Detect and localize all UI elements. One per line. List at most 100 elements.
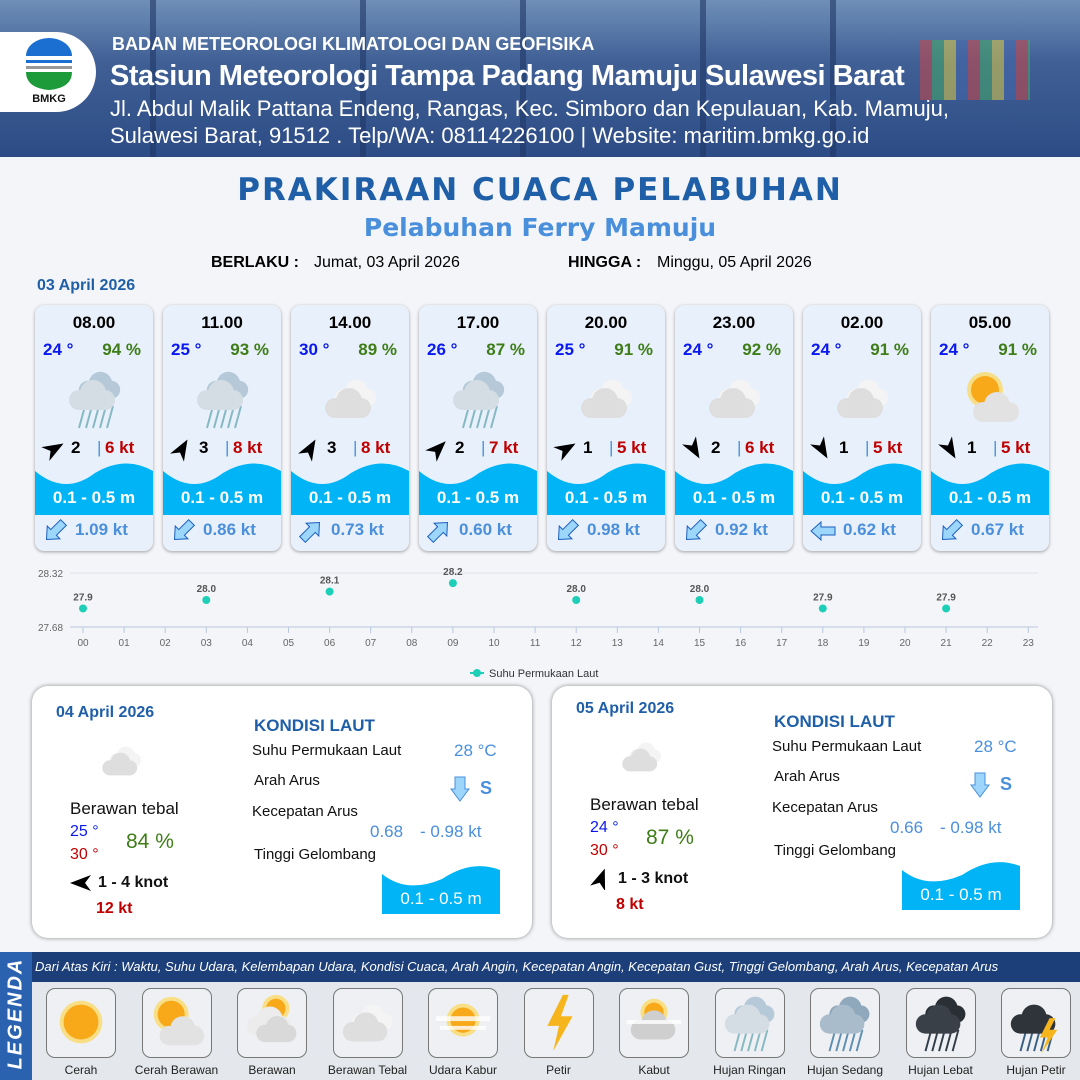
x-tick-label: 18 <box>817 638 829 649</box>
wind-speed-range: 1 - 4 knot <box>98 874 169 891</box>
current-direction-icon <box>810 520 836 542</box>
valid-from: Jumat, 03 April 2026 <box>314 254 460 271</box>
x-tick-label: 23 <box>1023 638 1035 649</box>
current-speed: 0.60 kt <box>459 520 512 539</box>
air-temperature: 24 ° <box>43 340 74 359</box>
current-direction-icon <box>173 518 196 541</box>
light-rain-icon <box>191 363 255 435</box>
wave-icon <box>803 463 921 515</box>
humidity: 87 % <box>486 340 525 359</box>
day-panel-1: 04 April 2026 Berawan tebal 25 ° 30 ° 84… <box>32 686 532 938</box>
sea-condition-title: KONDISI LAUT <box>254 716 375 735</box>
current-row: 0.86 kt <box>169 517 279 543</box>
wind-row: 1 | 5 kt <box>553 438 663 461</box>
data-label: 28.0 <box>690 584 710 595</box>
x-tick-label: 05 <box>283 638 295 649</box>
x-tick-label: 17 <box>776 638 788 649</box>
current-direction-label: Arah Arus <box>774 768 840 785</box>
current-speed: 0.73 kt <box>331 520 384 539</box>
forecast-card: 08.00 24 ° 94 % 2 | 6 kt 0.1 - 0.5 m 1.0… <box>35 305 153 551</box>
light-rain-icon <box>714 988 785 1058</box>
x-tick-label: 20 <box>899 638 911 649</box>
haze-icon <box>428 988 498 1058</box>
x-tick-label: 10 <box>488 638 500 649</box>
gust-speed: 5 kt <box>617 438 647 457</box>
wave-height: 0.1 - 0.5 m <box>948 488 1032 507</box>
overcast-icon <box>90 736 154 791</box>
heavy-rain-icon <box>905 988 976 1058</box>
current-row: 0.98 kt <box>553 517 663 543</box>
x-tick-label: 00 <box>77 638 89 649</box>
forecast-card: 11.00 25 ° 93 % 3 | 8 kt 0.1 - 0.5 m 0.8… <box>163 305 281 551</box>
x-tick-label: 11 <box>530 638 541 649</box>
air-temperature: 24 ° <box>811 340 842 359</box>
wind-row: 2 | 6 kt <box>681 436 791 460</box>
legend-label: Berawan <box>248 1063 296 1077</box>
gust-speed: 6 kt <box>745 438 775 457</box>
sea-surface-temp-chart: 28.32 27.68 00 01 02 03 04 05 06 07 08 09 10 11 12 13 14… <box>38 567 1038 680</box>
data-label: 27.9 <box>73 592 93 603</box>
forecast-time: 08.00 <box>72 313 116 332</box>
current-speed: 1.09 kt <box>75 520 128 539</box>
wave-height: 0.1 - 0.5 m <box>180 488 264 507</box>
day-panel-2: 05 April 2026 Berawan tebal 24 ° 30 ° 87… <box>552 686 1052 938</box>
humidity: 89 % <box>358 340 397 359</box>
legend-title: LEGENDA <box>4 957 27 1070</box>
current-direction-icon <box>557 518 580 541</box>
current-speed: 0.86 kt <box>203 520 256 539</box>
wave-height: 0.1 - 0.5 m <box>820 488 904 507</box>
partly-cloudy-icon <box>959 363 1023 435</box>
agency-name: BADAN METEOROLOGI KLIMATOLOGI DAN GEOFIS… <box>112 34 595 54</box>
x-tick-label: 01 <box>119 638 131 649</box>
wind-row: 3 | 8 kt <box>297 438 407 462</box>
wind-direction-icon <box>553 443 576 461</box>
data-label: 27.9 <box>936 592 956 603</box>
legend-label: Petir <box>546 1063 571 1077</box>
air-temperature: 25 ° <box>555 340 586 359</box>
wind-direction-icon <box>70 875 91 891</box>
legend-label: Hujan Ringan <box>713 1063 786 1077</box>
overcast-icon <box>575 363 639 435</box>
weather-description: Berawan tebal <box>590 795 699 814</box>
partly-cloudy-icon <box>141 988 212 1058</box>
wave-height: 0.1 - 0.5 m <box>692 488 776 507</box>
legend-label: Hujan Sedang <box>806 1063 884 1077</box>
min-temperature: 24 ° <box>590 819 619 836</box>
wind-speed: 2 <box>711 438 721 457</box>
overcast-icon <box>831 363 895 435</box>
legend-label: Cerah Berawan <box>134 1063 219 1077</box>
overcast-icon <box>703 363 767 435</box>
data-point <box>202 596 211 604</box>
legend-label: Hujan Lebat <box>908 1063 973 1077</box>
moderate-rain-icon <box>810 988 880 1058</box>
wave-icon <box>419 463 537 515</box>
current-speed-label: Kecepatan Arus <box>772 799 878 816</box>
wind-row: 2 | 6 kt <box>41 438 151 461</box>
wave-icon <box>675 463 793 515</box>
data-point <box>695 596 704 604</box>
data-label: 28.1 <box>320 576 340 587</box>
current-row: 0.67 kt <box>937 517 1047 543</box>
gust-speed: 12 kt <box>96 900 133 917</box>
current-speed: 0.62 kt <box>843 520 896 539</box>
lightning-icon <box>523 988 594 1058</box>
day1-date: 03 April 2026 <box>37 277 136 294</box>
legend-side-strip: LEGENDA <box>0 952 32 1080</box>
x-tick-label: 13 <box>612 638 624 649</box>
current-speed-max: - 0.98 kt <box>940 818 1002 837</box>
wave-height-label: Tinggi Gelombang <box>254 846 377 863</box>
forecast-time: 02.00 <box>840 313 884 332</box>
valid-from-label: BERLAKU : <box>211 254 299 271</box>
wave-height: 0.1 - 0.5 m <box>308 488 392 507</box>
current-direction-icon <box>298 521 321 544</box>
data-point <box>942 604 951 613</box>
sea-condition-title: KONDISI LAUT <box>774 712 895 731</box>
address-line-2: Sulawesi Barat, 91512 . Telp/WA: 0811422… <box>110 123 870 148</box>
x-tick-label: 06 <box>324 638 336 649</box>
overcast-icon <box>610 732 674 787</box>
sunny-icon <box>46 988 116 1058</box>
gust-speed: 7 kt <box>489 438 519 457</box>
current-speed-label: Kecepatan Arus <box>252 803 358 820</box>
forecast-card: 05.00 24 ° 91 % 1 | 5 kt 0.1 - 0.5 m 0.6… <box>931 305 1049 551</box>
current-direction-icon <box>45 518 68 541</box>
